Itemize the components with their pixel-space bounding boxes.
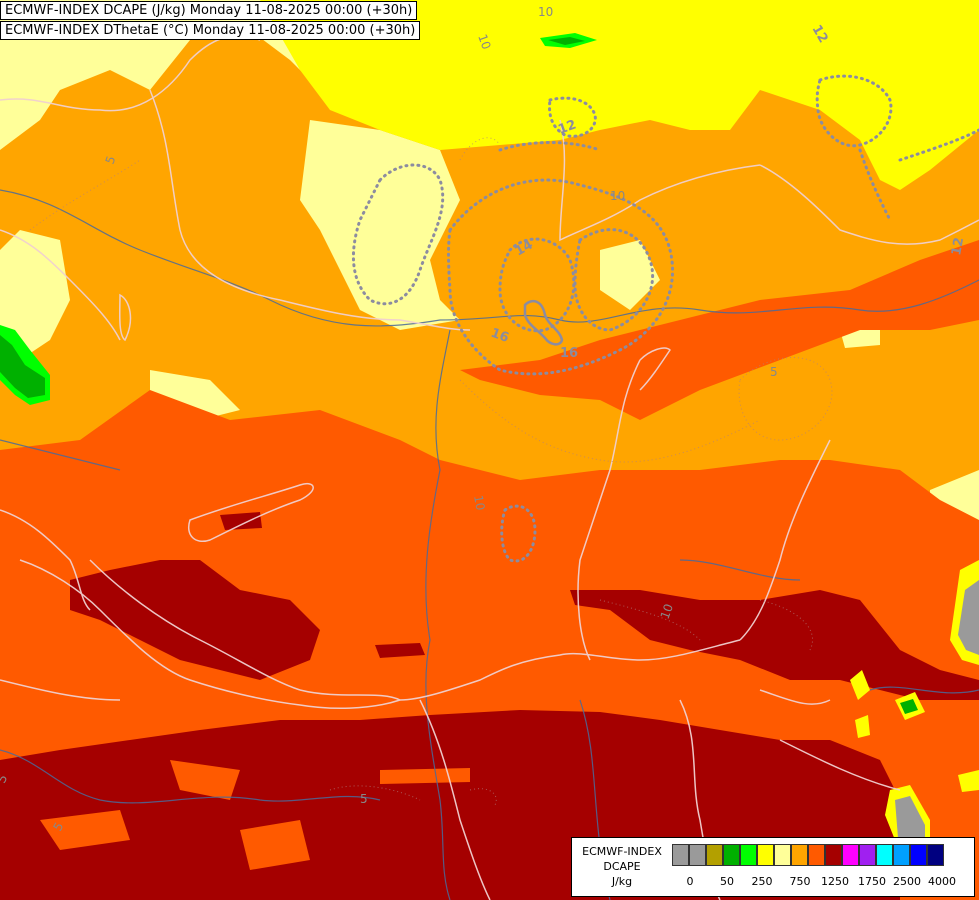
region-dark-red-1 (70, 560, 320, 680)
title-dthetae: ECMWF-INDEX DThetaE (°C) Monday 11-08-20… (0, 21, 421, 40)
legend-title-line: J/kg (611, 875, 633, 888)
legend-swatch (876, 844, 893, 866)
legend-tick: 1750 (858, 875, 886, 888)
legend-swatch (689, 844, 706, 866)
legend-swatch (859, 844, 876, 866)
legend-swatch (893, 844, 910, 866)
legend-swatches (672, 844, 944, 866)
legend-swatch (740, 844, 757, 866)
legend-title-line: DCAPE (603, 860, 641, 873)
legend-swatch (774, 844, 791, 866)
contour-label: 10 (658, 602, 676, 621)
legend-swatch (825, 844, 842, 866)
legend-swatch (791, 844, 808, 866)
legend-tick: 50 (720, 875, 734, 888)
legend-tick: 0 (686, 875, 694, 888)
legend-tick: 750 (789, 875, 811, 888)
contour-label: 12 (556, 117, 578, 137)
legend-title-line: ECMWF-INDEX (582, 845, 662, 858)
region-red-orange-band (460, 240, 979, 420)
region-dark-red-2 (570, 590, 979, 700)
legend-swatch (723, 844, 740, 866)
contour-label: 5 (0, 772, 10, 786)
contour-label: 12 (949, 236, 967, 256)
legend-tick: 250 (751, 875, 773, 888)
legend-swatch (842, 844, 859, 866)
legend-tick: 1250 (821, 875, 849, 888)
region-yellow (260, 0, 979, 190)
contour-label: 10 (538, 5, 553, 19)
legend-swatch (808, 844, 825, 866)
legend-swatch (706, 844, 723, 866)
region-light-yellow-2 (300, 120, 460, 330)
contour-label: 10 (475, 32, 493, 51)
region-light-yellow-5 (600, 240, 660, 310)
legend-swatch (910, 844, 927, 866)
contour-label: 5 (360, 792, 368, 806)
legend-tick: 2500 (893, 875, 921, 888)
title-dcape: ECMWF-INDEX DCAPE (J/kg) Monday 11-08-20… (0, 1, 418, 20)
contour-label: 10 (610, 189, 625, 203)
legend-swatch (927, 844, 944, 866)
contour-label: 16 (560, 346, 578, 361)
color-legend: ECMWF-INDEX DCAPE J/kg 0 50 250 750 1250… (571, 837, 975, 897)
legend-swatch (672, 844, 689, 866)
legend-tick: 4000 (928, 875, 956, 888)
contour-label: 5 (770, 365, 778, 379)
contour-label: 10 (471, 494, 487, 511)
contour-label: 16 (489, 326, 511, 346)
legend-swatch (757, 844, 774, 866)
contour-label: 5 (103, 154, 119, 166)
legend-title: ECMWF-INDEX DCAPE J/kg (574, 844, 670, 889)
